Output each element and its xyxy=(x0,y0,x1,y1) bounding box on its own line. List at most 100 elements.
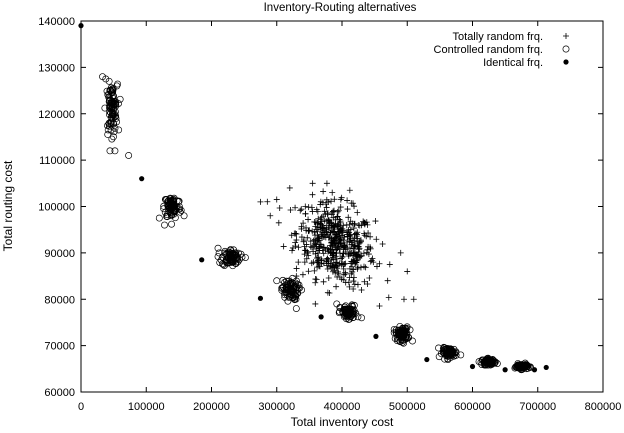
circle-marker xyxy=(435,344,443,352)
circle-marker xyxy=(358,314,366,322)
plus-marker xyxy=(325,224,332,231)
circle-marker xyxy=(298,286,305,294)
circle-marker xyxy=(164,201,172,209)
plus-marker xyxy=(315,263,322,270)
plus-marker xyxy=(376,260,383,267)
plus-marker xyxy=(333,231,340,238)
circle-marker xyxy=(215,249,223,257)
circle-marker xyxy=(340,313,348,321)
y-tick-label: 120000 xyxy=(38,109,75,121)
plus-marker xyxy=(320,227,327,234)
plus-marker xyxy=(351,242,358,249)
plus-marker xyxy=(301,243,308,250)
circle-marker xyxy=(399,328,407,336)
plus-marker xyxy=(355,244,362,251)
circle-marker xyxy=(168,220,176,228)
plus-marker xyxy=(336,228,343,235)
plus-marker xyxy=(350,278,357,285)
circle-marker xyxy=(398,325,406,333)
plus-marker xyxy=(345,227,352,234)
plus-marker xyxy=(327,220,334,227)
plus-marker xyxy=(312,279,319,286)
plus-marker xyxy=(304,234,311,241)
plus-marker xyxy=(337,204,344,211)
x-tick-label: 700000 xyxy=(519,401,556,413)
plus-marker xyxy=(400,296,407,303)
circle-marker xyxy=(161,221,168,229)
plus-marker xyxy=(350,286,357,293)
plus-marker xyxy=(365,230,372,237)
plus-marker xyxy=(334,221,341,228)
plus-marker xyxy=(305,268,312,275)
circle-marker xyxy=(485,357,493,365)
plus-marker xyxy=(314,219,321,226)
plus-marker xyxy=(314,250,321,257)
plus-marker xyxy=(410,296,417,303)
series-identical xyxy=(78,23,549,373)
plus-marker xyxy=(300,220,307,227)
circle-marker xyxy=(349,314,357,321)
plus-marker xyxy=(320,188,327,195)
circle-marker xyxy=(214,253,222,260)
circle-marker xyxy=(110,109,118,117)
circle-marker xyxy=(237,250,245,258)
circle-marker xyxy=(214,244,222,252)
plus-marker xyxy=(340,276,347,283)
plus-marker xyxy=(326,219,333,226)
circle-marker xyxy=(229,258,237,266)
x-tick-label: 600000 xyxy=(454,401,491,413)
plus-marker xyxy=(397,249,404,256)
plus-marker xyxy=(363,233,370,240)
circle-marker xyxy=(170,203,178,210)
plus-marker xyxy=(385,294,392,301)
plus-marker xyxy=(333,263,340,270)
plus-marker xyxy=(333,249,340,256)
plus-marker xyxy=(289,247,296,254)
plus-marker xyxy=(315,215,322,222)
plus-marker xyxy=(257,198,264,205)
plus-marker xyxy=(344,197,351,204)
plus-marker xyxy=(350,266,357,273)
circle-marker xyxy=(108,135,116,143)
circle-marker xyxy=(457,351,465,359)
plus-marker xyxy=(312,232,319,239)
plus-marker xyxy=(320,278,327,285)
plus-marker xyxy=(323,180,330,187)
y-tick-label: 130000 xyxy=(38,62,75,74)
y-tick-label: 70000 xyxy=(44,341,75,353)
plus-marker xyxy=(328,198,335,205)
plus-marker xyxy=(336,216,343,223)
dot-marker xyxy=(469,363,476,370)
dot-marker xyxy=(257,295,264,301)
plus-marker xyxy=(340,250,347,257)
circle-marker xyxy=(164,205,172,213)
circle-marker xyxy=(477,358,485,366)
plus-marker xyxy=(305,228,312,235)
y-tick-label: 140000 xyxy=(38,16,75,28)
plus-marker xyxy=(354,243,361,250)
plus-marker xyxy=(298,223,305,230)
circle-marker xyxy=(435,353,443,361)
plus-marker xyxy=(276,205,283,212)
dot-marker xyxy=(318,314,324,320)
circle-marker xyxy=(273,277,281,285)
plus-marker xyxy=(366,275,373,282)
plus-marker xyxy=(357,253,364,260)
y-tick-label: 90000 xyxy=(44,248,75,260)
plus-marker xyxy=(287,207,294,214)
plus-marker xyxy=(334,268,341,275)
plus-marker xyxy=(313,255,320,262)
plus-marker xyxy=(323,201,330,208)
plus-marker xyxy=(329,229,336,236)
circle-marker xyxy=(445,346,453,353)
circle-marker xyxy=(106,147,114,155)
plus-marker xyxy=(384,277,391,284)
plus-marker xyxy=(298,206,305,213)
plus-marker xyxy=(351,231,358,238)
plus-marker xyxy=(404,268,411,275)
plus-marker xyxy=(358,286,365,293)
plus-marker xyxy=(354,209,361,216)
circle-marker xyxy=(409,337,416,345)
plus-marker xyxy=(373,236,380,243)
